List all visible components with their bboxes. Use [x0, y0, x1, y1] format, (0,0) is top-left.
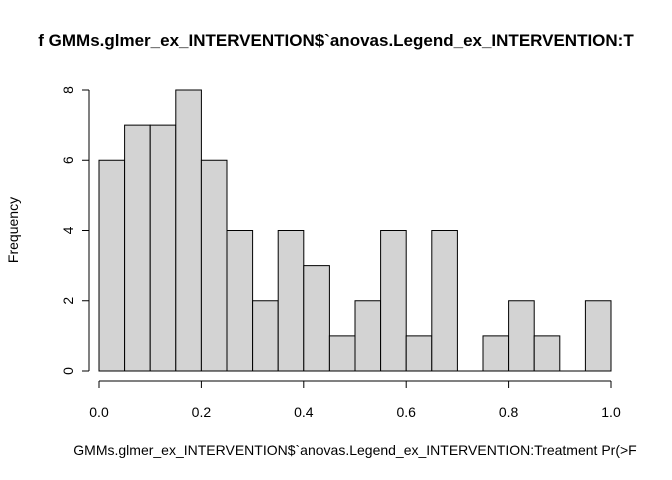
x-tick-label: 0.8	[499, 404, 519, 420]
histogram-bar	[175, 89, 202, 372]
y-axis: 0 2 4 6 8	[60, 86, 90, 375]
y-tick-label: 0	[60, 367, 76, 375]
bars-group	[98, 89, 612, 372]
histogram-bar	[303, 265, 330, 372]
histogram-bar	[149, 124, 177, 372]
histogram-bar	[226, 230, 254, 372]
y-tick-label: 6	[60, 156, 76, 164]
histogram-bar	[124, 124, 151, 372]
y-tick-label: 4	[60, 226, 76, 234]
histogram-bar	[533, 335, 561, 372]
x-tick-label: 0.2	[192, 404, 212, 420]
chart-title: f GMMs.glmer_ex_INTERVENTION$`anovas.Leg…	[38, 31, 634, 50]
histogram-bar	[98, 159, 126, 372]
x-tick-label: 0.0	[89, 404, 109, 420]
x-tick-label: 0.4	[294, 404, 314, 420]
histogram-bar	[380, 230, 407, 372]
y-tick-label: 8	[60, 86, 76, 94]
histogram-bar	[508, 300, 535, 372]
histogram-bar	[200, 159, 228, 372]
x-axis: 0.0 0.2 0.4 0.6 0.8 1.0	[89, 380, 621, 420]
x-axis-label: GMMs.glmer_ex_INTERVENTION$`anovas.Legen…	[73, 442, 636, 458]
histogram-bar	[405, 335, 433, 372]
y-axis-label: Frequency	[5, 197, 21, 263]
histogram-bar	[277, 230, 305, 372]
histogram-bar	[354, 300, 382, 372]
histogram-bar	[252, 300, 279, 372]
x-tick-label: 0.6	[396, 404, 416, 420]
y-tick-label: 2	[60, 297, 76, 305]
histogram-bar	[431, 230, 458, 372]
histogram-bar	[328, 335, 356, 372]
histogram-bar	[584, 300, 612, 372]
histogram-bar	[482, 335, 510, 372]
x-tick-label: 1.0	[601, 404, 621, 420]
